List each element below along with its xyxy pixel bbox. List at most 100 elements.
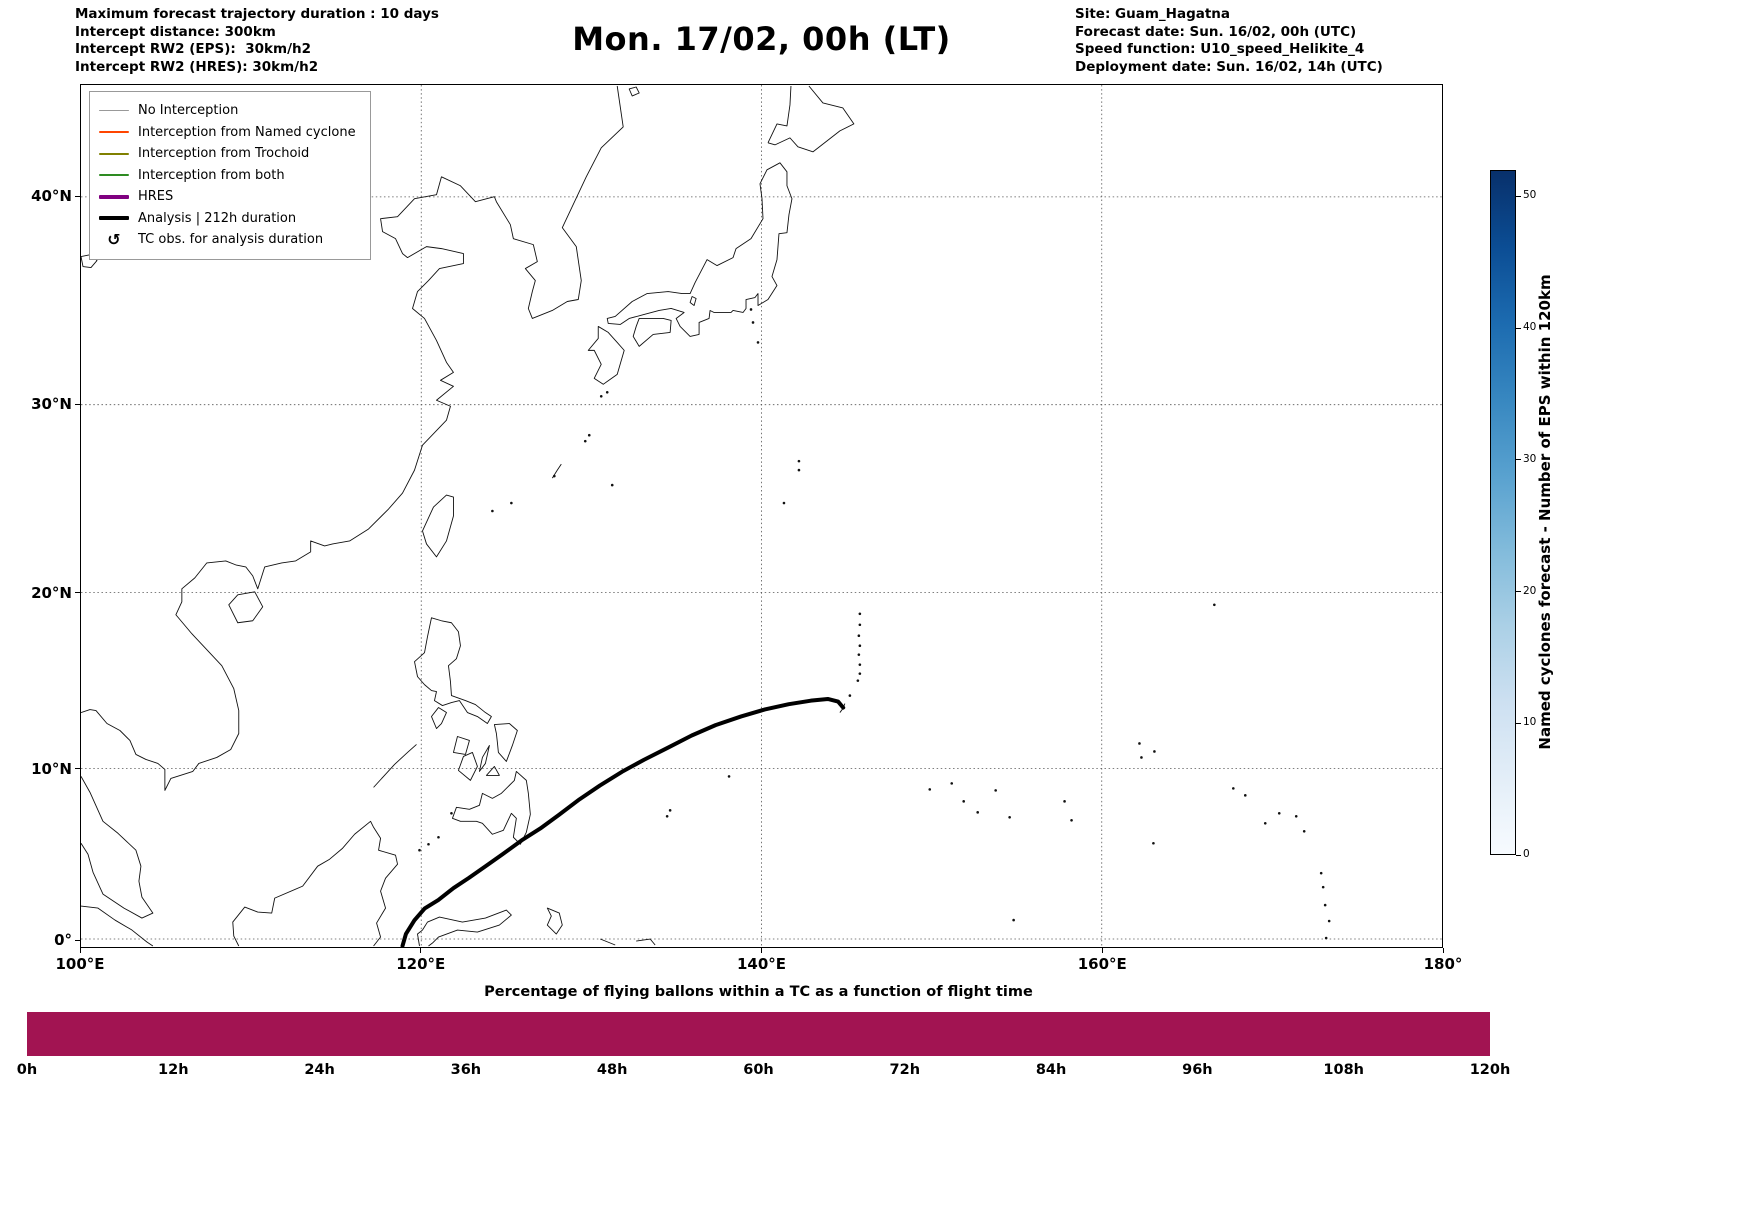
header-line: Speed function: U10_speed_Helikite_4 <box>1075 41 1365 57</box>
colorbar-tick-label: 40 <box>1523 321 1537 334</box>
legend-line-sample <box>99 216 129 221</box>
island-dot <box>1323 903 1327 907</box>
time-tick-label: 36h <box>450 1062 482 1078</box>
island-dot <box>858 612 862 616</box>
coastline <box>767 85 855 153</box>
coastline <box>478 745 490 772</box>
colorbar-tick-label: 10 <box>1523 716 1537 729</box>
island-dot <box>1138 742 1141 745</box>
legend-item: Interception from Trochoid <box>99 143 356 165</box>
x-tick-label: 120°E <box>396 955 446 973</box>
tc-obs-symbol-icon: ↺ <box>107 230 121 250</box>
legend-line-sample <box>99 174 129 177</box>
colorbar-tick-mark <box>1516 195 1521 197</box>
island-dot <box>797 459 801 463</box>
time-tick-label: 108h <box>1323 1062 1364 1078</box>
legend-line <box>99 152 129 155</box>
island-dot <box>1153 750 1156 753</box>
coastline <box>453 736 470 755</box>
island-dot <box>1140 756 1143 759</box>
colorbar-tick-label: 0 <box>1523 848 1530 860</box>
island-dot <box>1243 794 1247 797</box>
island-dot <box>857 634 861 638</box>
island-dot <box>1263 821 1267 825</box>
legend-label: No Interception <box>138 103 239 119</box>
x-tick-label: 160°E <box>1077 955 1127 973</box>
x-tick-label: 140°E <box>736 955 787 973</box>
y-tick-label: 10°N <box>31 759 72 778</box>
coastline <box>767 85 792 144</box>
coastline <box>636 938 656 946</box>
island-dot <box>418 848 421 852</box>
island-dot <box>1213 603 1216 607</box>
y-tick-mark <box>75 403 80 405</box>
header-line: Intercept distance: 300km <box>75 23 276 40</box>
colorbar-tick-mark <box>1516 854 1521 856</box>
legend-item: Interception from Named cyclone <box>99 122 356 144</box>
coastline <box>600 938 616 946</box>
island-dot <box>605 390 609 394</box>
island-dot <box>1152 841 1155 845</box>
island-dot <box>928 788 932 791</box>
legend-line <box>99 216 129 221</box>
y-tick-mark <box>75 939 80 941</box>
x-tick-mark <box>1101 948 1103 953</box>
coastline <box>632 318 672 347</box>
island-dot <box>610 483 614 487</box>
colorbar-tick-label: 50 <box>1523 189 1537 202</box>
y-tick-label: 20°N <box>31 583 72 602</box>
y-tick-mark <box>75 195 80 197</box>
island-dot <box>1319 871 1323 875</box>
island-dot <box>1063 800 1066 803</box>
colorbar-tick-mark <box>1516 459 1521 461</box>
legend-label: Interception from Named cyclone <box>138 124 356 140</box>
island-dot <box>491 509 494 513</box>
legend-line <box>99 110 129 112</box>
island-dot <box>1321 885 1325 889</box>
legend-line-sample <box>99 152 129 155</box>
header-line: Deployment date: Sun. 16/02, 14h (UTC) <box>1075 58 1383 75</box>
island-dot <box>749 308 753 311</box>
forecast-params: Maximum forecast trajectory duration : 1… <box>75 6 439 76</box>
island-dot <box>797 468 801 472</box>
island-dot <box>553 474 556 478</box>
coastline <box>485 765 500 776</box>
x-tick-mark <box>420 948 422 953</box>
header-line: Intercept RW2 (HRES): 30km/h2 <box>75 58 319 75</box>
legend-item: No Interception <box>99 100 356 122</box>
coastline <box>689 296 697 306</box>
island-dot <box>1327 919 1331 923</box>
island-dot <box>437 835 440 839</box>
legend-label: Interception from both <box>138 167 285 183</box>
colorbar-tick-label: 20 <box>1523 584 1537 597</box>
colorbar-tick-mark <box>1516 591 1521 593</box>
island-dot <box>1302 829 1306 833</box>
coastline <box>452 770 531 845</box>
time-tick-label: 84h <box>1035 1062 1067 1078</box>
legend-label: HRES <box>138 189 174 205</box>
bottom-chart-title: Percentage of flying ballons within a TC… <box>484 984 1033 1000</box>
y-tick-label: 30°N <box>31 395 72 414</box>
island-dot <box>599 394 603 398</box>
coastline <box>81 85 624 791</box>
coastline <box>422 494 454 558</box>
legend-item: Interception from both <box>99 165 356 187</box>
legend-item: HRES <box>99 186 356 208</box>
y-tick-mark <box>75 768 80 770</box>
time-tick-label: 24h <box>304 1062 335 1078</box>
coastline <box>81 776 154 919</box>
balloon-percentage-bar <box>27 1012 1490 1056</box>
coastline <box>606 162 793 337</box>
island-dot <box>858 644 862 647</box>
legend-line <box>99 131 129 134</box>
colorbar-tick-mark <box>1516 327 1521 329</box>
island-dot <box>962 800 966 803</box>
time-tick-label: 48h <box>596 1062 628 1078</box>
island-dot <box>427 842 430 846</box>
x-tick-mark <box>79 948 81 953</box>
legend-line <box>99 194 129 199</box>
time-tick-label: 96h <box>1182 1062 1213 1078</box>
island-dot <box>782 501 786 505</box>
header-line: Forecast date: Sun. 16/02, 00h (UTC) <box>1075 23 1357 40</box>
coastline <box>431 707 447 729</box>
